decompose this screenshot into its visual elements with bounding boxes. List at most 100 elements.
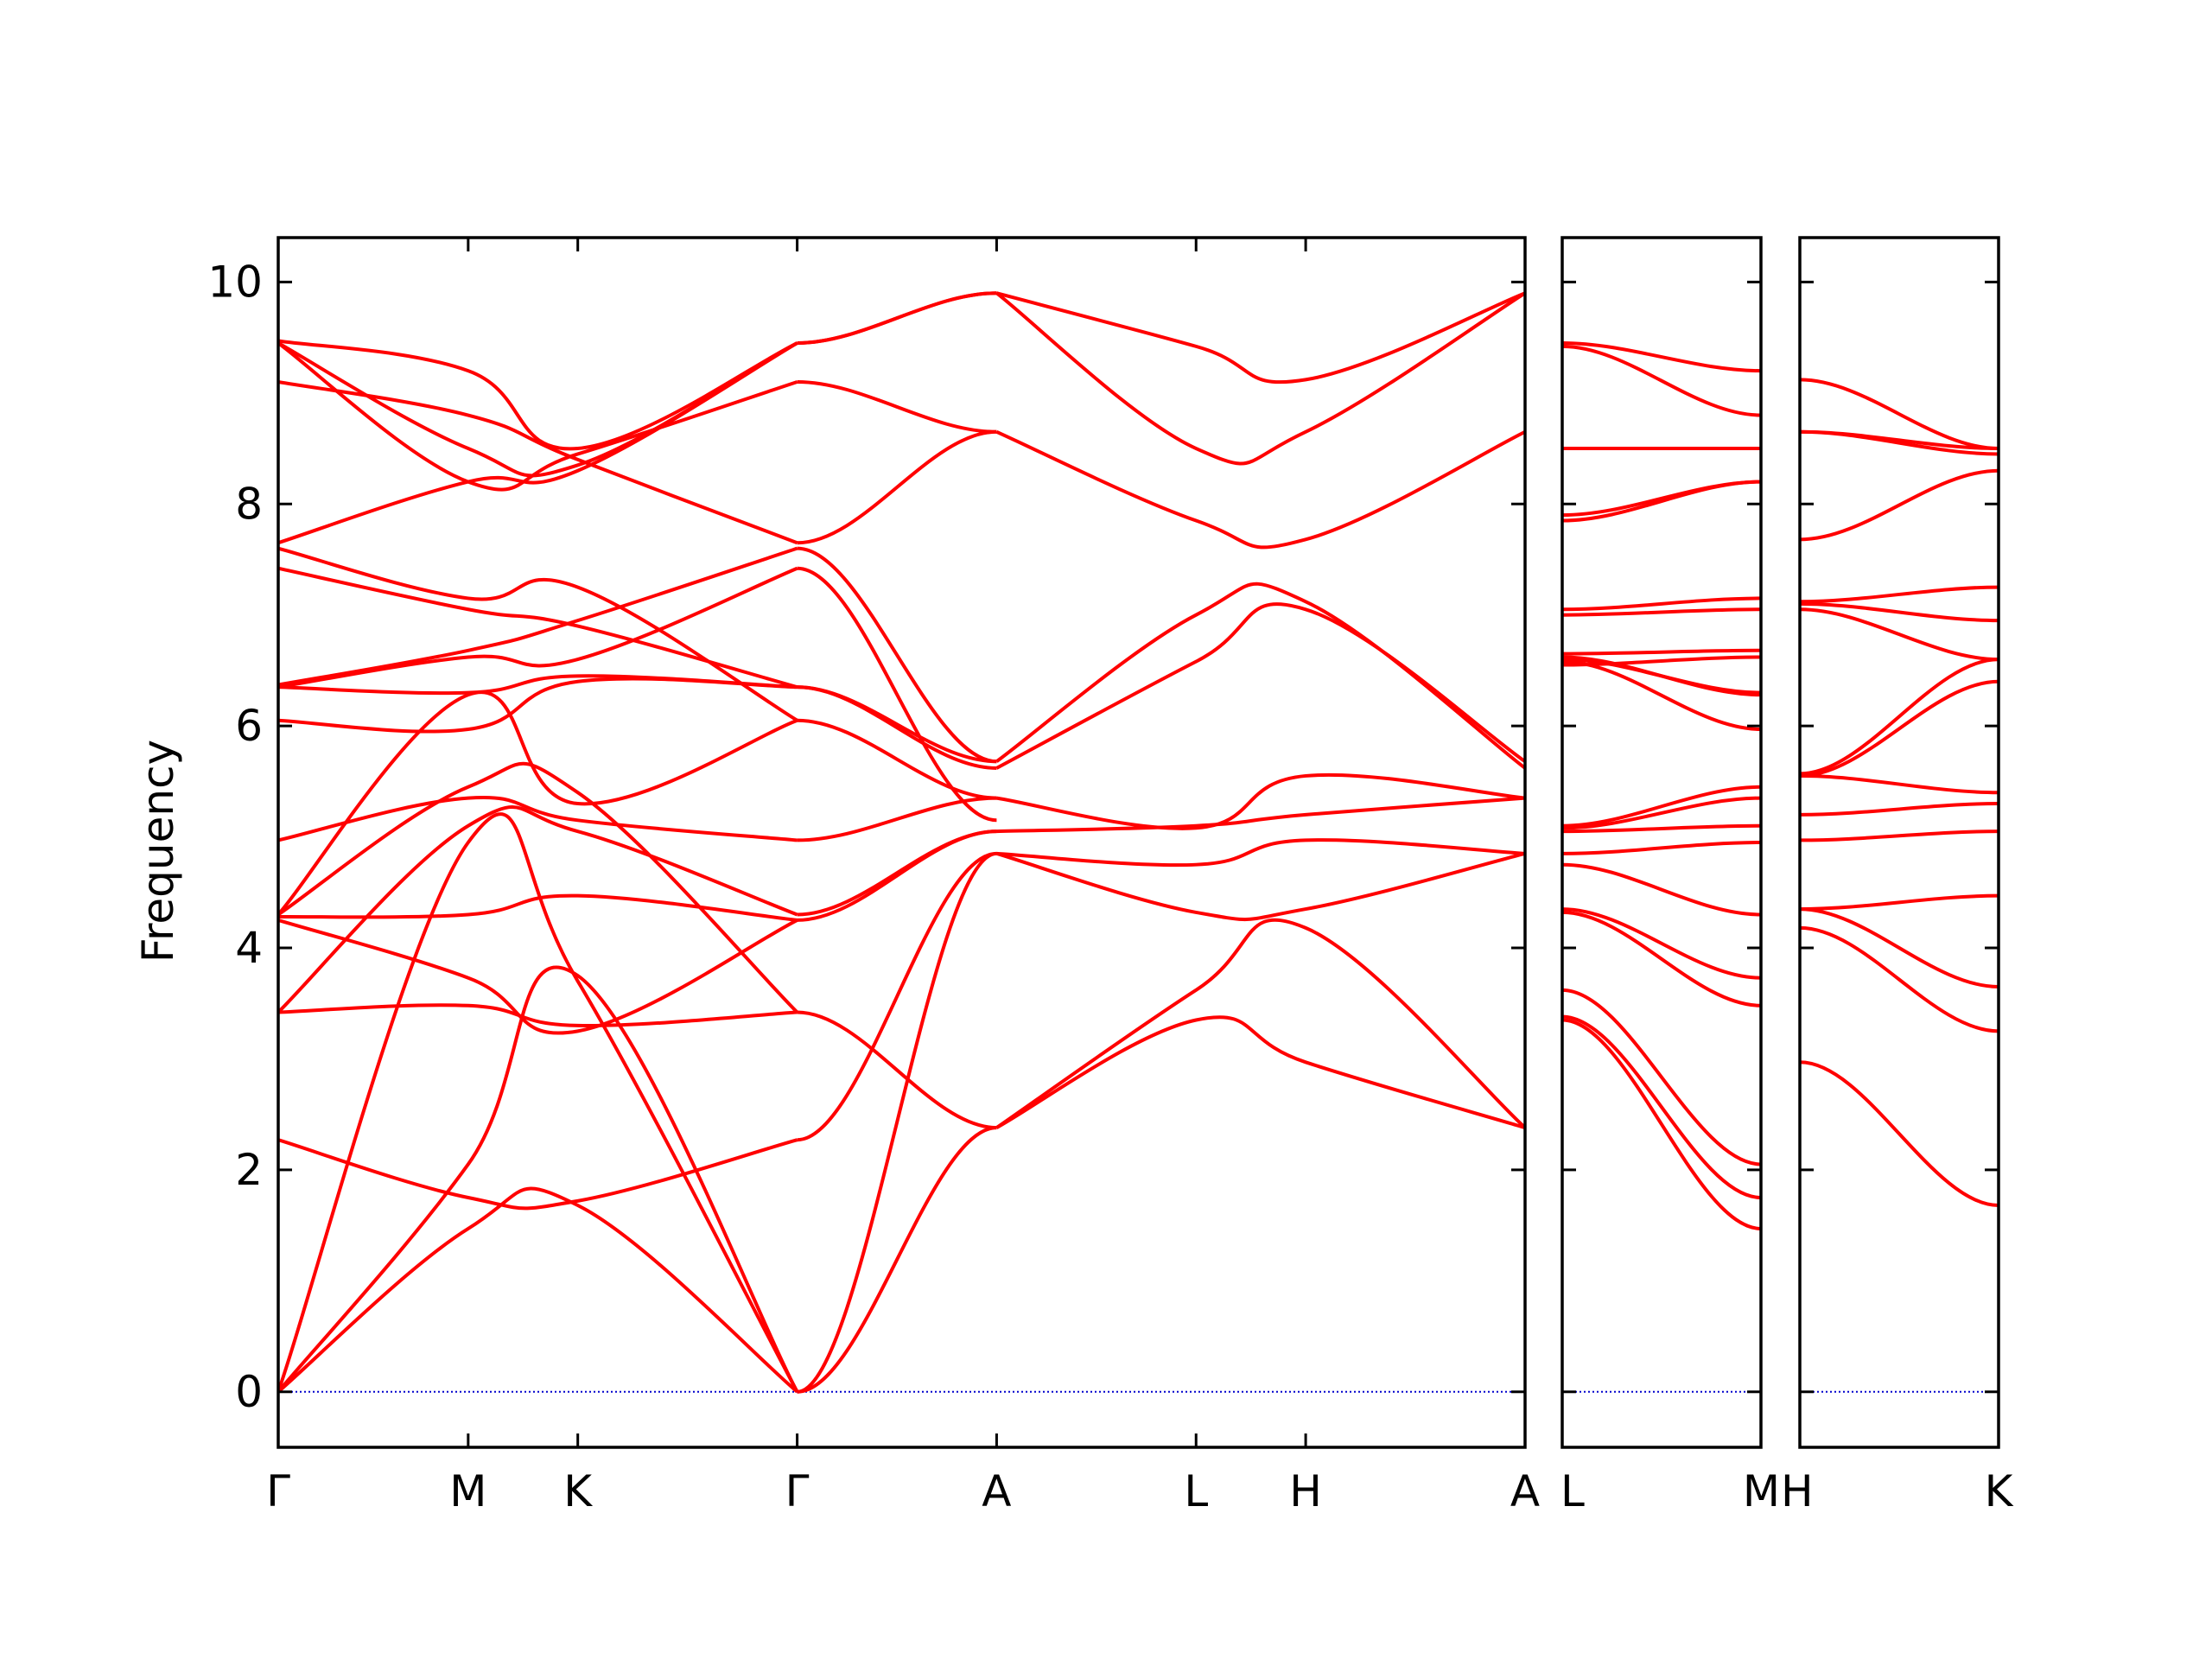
band-23 [797, 1126, 997, 1394]
band-7 [278, 918, 798, 1035]
x-tick-label: M [449, 1466, 486, 1516]
band-35 [797, 429, 997, 545]
band-15 [1562, 648, 1761, 656]
band-25 [797, 851, 997, 1142]
band-19 [1562, 480, 1761, 518]
band-46 [995, 582, 1525, 770]
band-34 [797, 546, 997, 764]
x-tick-label: Γ [785, 1466, 810, 1516]
band-13 [278, 674, 798, 696]
band-7 [1562, 841, 1761, 855]
band-22 [1562, 341, 1761, 373]
band-6 [1562, 862, 1761, 917]
panel-1: Γ M K Γ A L H A 0 2 4 6 8 10 [207, 236, 1540, 1516]
y-axis-label: Frequency [133, 740, 183, 963]
band-2 [1800, 925, 1999, 1033]
bands [1562, 341, 1761, 1230]
band-24 [797, 851, 997, 1394]
band-15 [278, 546, 798, 687]
band-7 [1800, 773, 1999, 795]
band-5 [1562, 907, 1761, 980]
band-8 [1800, 679, 1999, 778]
band-5 [278, 1003, 798, 1028]
band-43 [996, 796, 1525, 834]
band-28 [797, 830, 997, 917]
panel-frame [276, 236, 1527, 1449]
band-6 [278, 805, 798, 1014]
band-17 [1562, 596, 1761, 612]
bands [1800, 378, 1999, 1207]
band-3 [1562, 988, 1761, 1166]
band-11 [1800, 601, 1999, 623]
band-21 [1562, 344, 1761, 417]
panel-frame [1560, 236, 1763, 1449]
band-4 [1562, 910, 1761, 1007]
x-tick-label: M [1743, 1466, 1780, 1516]
band-22 [278, 339, 798, 451]
band-14 [278, 566, 798, 690]
x-tick-label: L [1560, 1466, 1585, 1516]
band-10 [1562, 785, 1761, 828]
bands [278, 291, 1525, 1394]
band-16 [1562, 607, 1761, 617]
band-3 [278, 812, 799, 1393]
panel-frame [1798, 236, 2000, 1449]
band-10 [1800, 607, 1999, 662]
band-42 [996, 838, 1525, 868]
band-49 [995, 291, 1525, 385]
band-4 [278, 1138, 798, 1211]
band-32 [797, 685, 997, 770]
band-41 [995, 851, 1525, 922]
band-16 [1800, 378, 1999, 451]
y-tick-label: 2 [235, 1145, 263, 1195]
band-45 [995, 602, 1525, 770]
band-2 [278, 965, 799, 1394]
band-9 [278, 761, 799, 1014]
band-15 [1800, 429, 1999, 451]
band-29 [797, 796, 997, 842]
x-tick-label: Γ [266, 1466, 290, 1516]
x-tick-label: H [1289, 1466, 1322, 1516]
band-9 [1800, 658, 1999, 776]
y-tick-label: 0 [235, 1367, 263, 1417]
band-47 [995, 429, 1525, 550]
band-18 [1562, 480, 1761, 523]
x-tick-label: H [1781, 1466, 1814, 1516]
band-13 [1562, 658, 1761, 695]
band-10 [278, 690, 798, 916]
y-tick-label: 6 [235, 701, 263, 751]
x-tick-label: K [563, 1466, 593, 1516]
band-1 [1562, 1018, 1761, 1230]
band-27 [797, 830, 997, 922]
band-6 [1800, 802, 1999, 817]
y-tick-label: 4 [235, 923, 263, 973]
band-26 [797, 1010, 997, 1130]
band-36 [797, 379, 997, 434]
band-8 [1562, 823, 1761, 834]
band-11 [1562, 659, 1761, 731]
band-11 [278, 796, 798, 842]
band-5 [1800, 830, 1999, 842]
band-3 [1800, 907, 1999, 988]
band-44 [996, 772, 1525, 830]
band-39 [995, 1015, 1525, 1130]
band-20 [278, 341, 798, 478]
band-21 [278, 341, 798, 492]
band-2 [1562, 1014, 1761, 1200]
band-30 [797, 718, 997, 800]
band-13 [1800, 468, 1999, 542]
band-8 [278, 893, 798, 922]
x-tick-label: A [982, 1466, 1011, 1516]
band-17 [278, 546, 798, 722]
band-33 [797, 566, 997, 823]
band-12 [278, 677, 798, 734]
x-tick-label: K [1985, 1466, 2014, 1516]
y-tick-label: 8 [235, 479, 263, 529]
band-4 [1800, 893, 1999, 912]
band-1 [278, 1186, 798, 1394]
x-tick-label: L [1184, 1466, 1208, 1516]
